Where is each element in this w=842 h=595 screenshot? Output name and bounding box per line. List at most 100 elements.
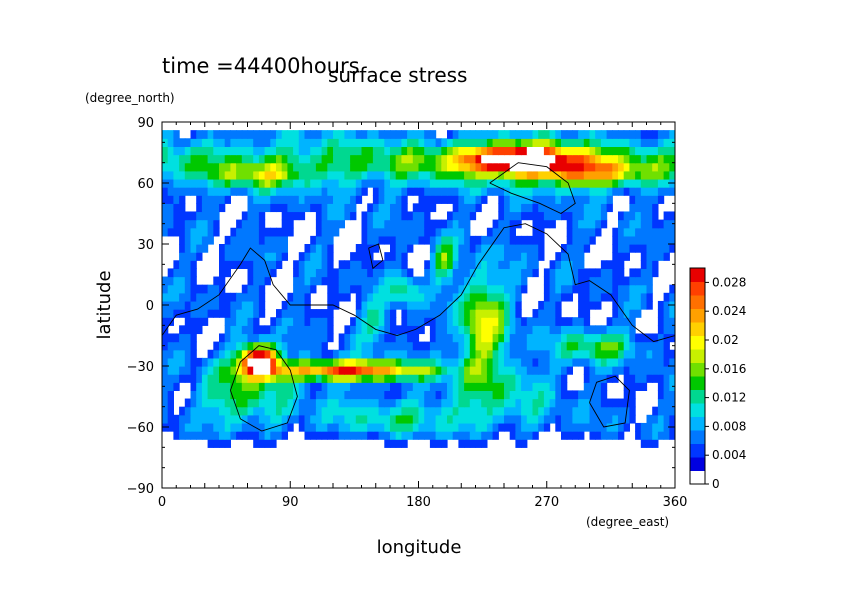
- field-cell: [367, 146, 374, 156]
- field-cell: [509, 138, 516, 147]
- field-cell: [412, 349, 420, 359]
- field-cell: [498, 178, 505, 188]
- field-cell: [327, 406, 334, 416]
- field-cell: [612, 154, 619, 164]
- field-cell: [321, 325, 328, 335]
- field-cell: [173, 170, 180, 180]
- field-cell: [515, 317, 522, 326]
- field-cell: [504, 374, 511, 383]
- field-cell: [247, 309, 254, 318]
- field-cell: [549, 195, 556, 204]
- field-cell: [663, 235, 670, 245]
- field-cell: [669, 431, 675, 440]
- field-cell: [452, 187, 459, 196]
- field-cell: [333, 431, 340, 440]
- field-cell: [367, 284, 374, 294]
- field-cell: [441, 398, 448, 408]
- field-cell: [372, 162, 380, 172]
- field-cell: [327, 170, 334, 180]
- field-cell: [355, 162, 363, 172]
- field-cell: [424, 276, 431, 286]
- field-cell: [173, 178, 180, 188]
- field-cell: [293, 187, 300, 196]
- field-cell: [509, 414, 516, 424]
- field-cell: [606, 138, 613, 147]
- field-cell: [469, 292, 477, 302]
- field-cell: [572, 154, 579, 164]
- field-cell: [538, 374, 545, 383]
- field-cell: [162, 317, 169, 326]
- field-cell: [390, 178, 397, 188]
- field-cell: [190, 219, 197, 229]
- field-cell: [184, 325, 192, 335]
- field-cell: [663, 317, 670, 326]
- field-cell: [469, 276, 477, 286]
- field-cell: [350, 349, 357, 359]
- field-cell: [475, 317, 482, 326]
- field-cell: [253, 252, 260, 261]
- field-cell: [447, 357, 454, 367]
- field-cell: [304, 292, 311, 302]
- field-cell: [350, 211, 357, 221]
- field-cell: [361, 292, 368, 302]
- field-cell: [224, 341, 231, 351]
- field-cell: [315, 317, 323, 326]
- field-cell: [606, 146, 613, 156]
- field-cell: [213, 382, 220, 391]
- field-cell: [509, 406, 516, 416]
- field-cell: [344, 284, 351, 294]
- field-cell: [384, 390, 391, 400]
- field-cell: [435, 146, 442, 156]
- field-cell: [447, 309, 454, 318]
- field-cell: [646, 138, 653, 147]
- field-cell: [629, 374, 636, 383]
- field-cell: [338, 187, 345, 196]
- field-cell: [652, 439, 659, 448]
- field-cell: [407, 422, 414, 432]
- field-cell: [258, 170, 266, 180]
- field-cell: [184, 138, 192, 147]
- field-cell: [333, 187, 340, 196]
- field-cell: [258, 422, 266, 432]
- field-cell: [504, 244, 511, 253]
- field-cell: [281, 414, 288, 424]
- field-cell: [481, 195, 488, 204]
- field-cell: [196, 325, 203, 335]
- field-cell: [407, 333, 414, 343]
- field-cell: [629, 195, 636, 204]
- field-cell: [458, 341, 465, 351]
- field-cell: [640, 374, 648, 383]
- field-cell: [481, 357, 488, 367]
- field-cell: [606, 292, 613, 302]
- field-cell: [663, 349, 670, 359]
- field-cell: [486, 300, 494, 310]
- field-cell: [333, 374, 340, 383]
- field-cell: [566, 268, 573, 278]
- field-cell: [298, 211, 306, 221]
- x-tick-label: 0: [158, 495, 166, 510]
- field-cell: [509, 276, 516, 286]
- field-cell: [378, 406, 385, 416]
- field-cell: [583, 211, 591, 221]
- field-cell: [372, 300, 380, 310]
- field-cell: [509, 252, 516, 261]
- field-cell: [390, 162, 397, 172]
- field-cell: [663, 146, 670, 156]
- field-cell: [253, 162, 260, 172]
- field-cell: [407, 154, 414, 164]
- field-cell: [492, 252, 499, 261]
- field-cell: [395, 203, 402, 213]
- field-cell: [281, 390, 288, 400]
- field-cell: [230, 138, 237, 147]
- field-cell: [418, 325, 425, 335]
- field-cell: [378, 211, 385, 221]
- field-cell: [532, 374, 539, 383]
- field-cell: [583, 178, 591, 188]
- field-cell: [401, 203, 408, 213]
- field-cell: [253, 309, 260, 318]
- field-cell: [355, 357, 363, 367]
- field-cell: [498, 235, 505, 245]
- field-cell: [618, 162, 625, 172]
- field-cell: [498, 187, 505, 196]
